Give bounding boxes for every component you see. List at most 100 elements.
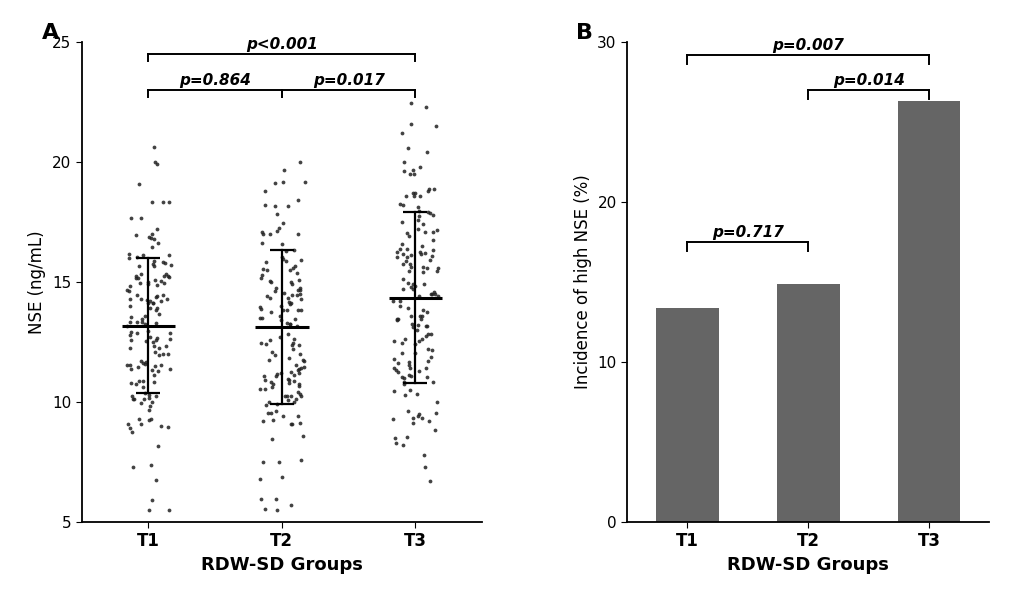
Point bbox=[252, 474, 268, 484]
Point bbox=[425, 377, 441, 386]
Point bbox=[401, 250, 418, 260]
Point bbox=[262, 293, 278, 302]
Point bbox=[159, 350, 175, 359]
Point bbox=[141, 391, 157, 400]
Point bbox=[412, 311, 428, 321]
Point bbox=[118, 321, 135, 331]
Point bbox=[282, 367, 299, 376]
Point bbox=[420, 356, 436, 366]
Point bbox=[258, 400, 274, 410]
Point bbox=[141, 505, 157, 515]
Point bbox=[130, 273, 147, 283]
Point bbox=[272, 368, 288, 377]
Point bbox=[132, 356, 149, 366]
Point bbox=[264, 434, 280, 443]
Point bbox=[161, 197, 177, 207]
Point bbox=[403, 371, 419, 380]
Point bbox=[122, 301, 139, 310]
Point bbox=[388, 252, 405, 262]
Point bbox=[263, 307, 279, 317]
Point bbox=[123, 378, 140, 388]
Point bbox=[422, 476, 438, 486]
Point bbox=[279, 329, 296, 338]
Point bbox=[276, 165, 292, 175]
Point bbox=[410, 215, 426, 224]
Point bbox=[286, 314, 303, 324]
Point bbox=[161, 334, 177, 344]
Point bbox=[146, 142, 162, 152]
Point bbox=[161, 272, 177, 281]
Point bbox=[424, 346, 440, 355]
Point bbox=[255, 416, 271, 426]
Point bbox=[293, 255, 310, 265]
Point bbox=[287, 360, 304, 370]
Point bbox=[144, 229, 160, 239]
Point bbox=[133, 317, 150, 327]
Point bbox=[274, 254, 290, 264]
Point bbox=[410, 224, 426, 234]
Point bbox=[148, 391, 164, 400]
Text: A: A bbox=[42, 23, 59, 43]
Point bbox=[253, 304, 269, 313]
Point bbox=[395, 379, 412, 389]
Point bbox=[292, 455, 309, 465]
Point bbox=[395, 167, 412, 176]
Text: p=0.864: p=0.864 bbox=[179, 73, 251, 88]
Point bbox=[130, 362, 147, 372]
Point bbox=[393, 372, 410, 382]
Point bbox=[291, 157, 308, 166]
Point bbox=[153, 296, 169, 306]
Point bbox=[421, 255, 437, 265]
Point bbox=[140, 298, 156, 307]
Point bbox=[411, 367, 427, 376]
Point bbox=[141, 415, 157, 425]
Point bbox=[394, 249, 411, 259]
Point bbox=[155, 197, 171, 206]
Point bbox=[407, 281, 423, 291]
Point bbox=[296, 356, 312, 366]
Point bbox=[289, 388, 306, 397]
Point bbox=[389, 367, 406, 377]
Point bbox=[418, 372, 434, 382]
Point bbox=[268, 406, 284, 415]
Point bbox=[271, 223, 287, 233]
Point bbox=[148, 303, 164, 313]
Point bbox=[144, 398, 160, 407]
Point bbox=[137, 389, 153, 398]
Point bbox=[273, 472, 289, 482]
Point bbox=[161, 364, 177, 374]
Point bbox=[294, 355, 311, 365]
Point bbox=[271, 311, 287, 321]
Point bbox=[418, 363, 434, 373]
Point bbox=[406, 169, 422, 179]
Point bbox=[292, 364, 309, 373]
Point bbox=[128, 272, 145, 281]
Point bbox=[284, 338, 301, 348]
Point bbox=[426, 289, 442, 299]
Point bbox=[292, 305, 309, 315]
Point bbox=[423, 289, 439, 299]
Point bbox=[395, 377, 412, 387]
Point bbox=[254, 313, 270, 323]
Point bbox=[393, 128, 410, 138]
Point bbox=[269, 505, 285, 515]
Point bbox=[277, 391, 293, 401]
Point bbox=[412, 162, 428, 172]
Point bbox=[423, 329, 439, 338]
Point bbox=[405, 279, 421, 289]
Point bbox=[261, 277, 277, 286]
Point bbox=[125, 394, 142, 404]
Point bbox=[270, 457, 286, 467]
Point bbox=[254, 227, 270, 236]
Point bbox=[285, 398, 302, 407]
Point bbox=[396, 334, 413, 343]
Point bbox=[290, 364, 307, 373]
Point bbox=[279, 374, 296, 383]
Point bbox=[257, 200, 273, 210]
Point bbox=[128, 328, 145, 338]
Point bbox=[256, 371, 272, 381]
Point bbox=[148, 293, 164, 302]
Point bbox=[385, 364, 401, 373]
Point bbox=[425, 287, 441, 296]
Point bbox=[142, 401, 158, 411]
